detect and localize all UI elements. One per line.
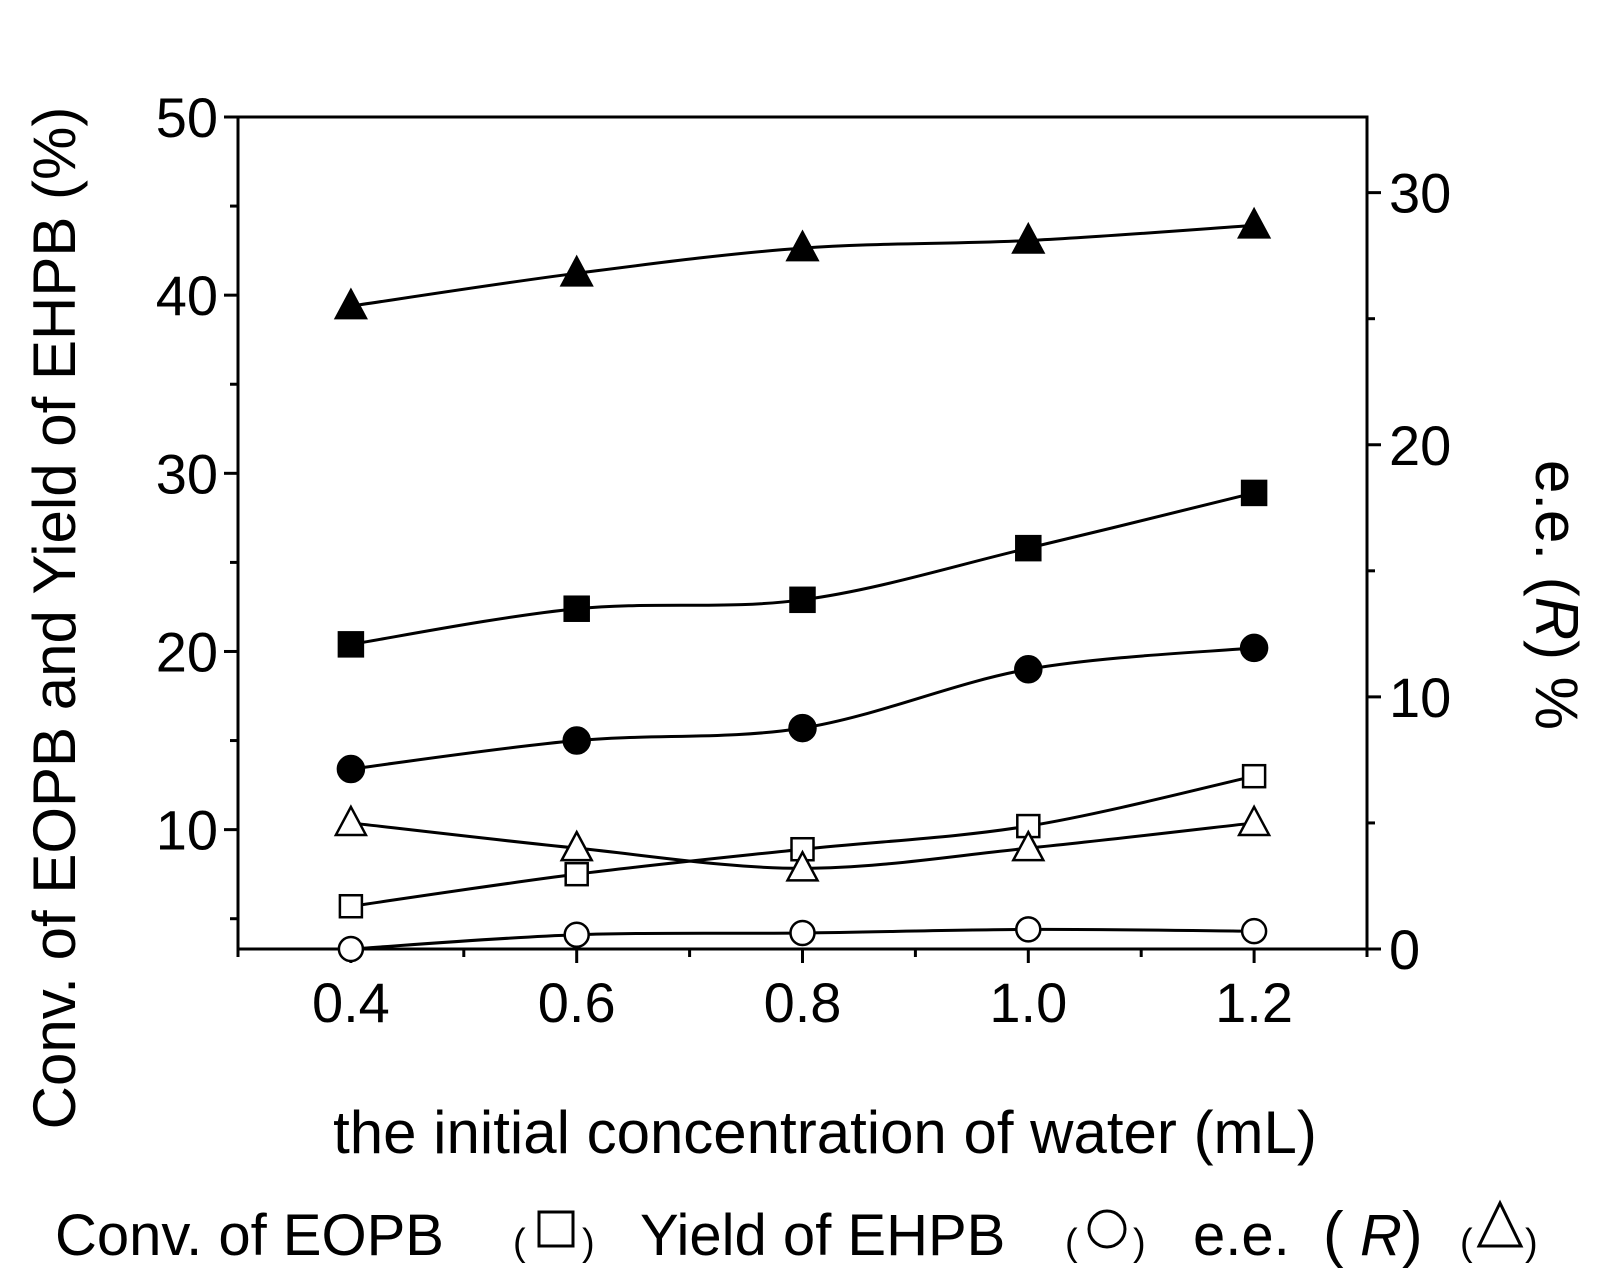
legend-label-ee-r: R xyxy=(1360,1203,1402,1268)
marker-square xyxy=(564,861,589,887)
legend-paren-open-1: ( xyxy=(513,1222,526,1264)
series-markers xyxy=(333,206,1272,963)
x-axis-title: the initial concentration of water (mL) xyxy=(333,1099,1317,1166)
y-right-tick-label: 30 xyxy=(1389,162,1451,225)
legend-circle-symbol xyxy=(1087,1209,1127,1249)
marker-square xyxy=(1015,534,1042,562)
marker-square xyxy=(338,893,364,919)
legend-label-ee: e.e. xyxy=(1193,1203,1290,1268)
y-right-tick-label: 0 xyxy=(1389,918,1420,981)
y-left-tick-label: 50 xyxy=(156,86,218,149)
marker-square xyxy=(789,586,816,614)
marker-circle xyxy=(1239,633,1269,663)
marker-square xyxy=(563,595,590,622)
marker-triangle xyxy=(1237,206,1272,239)
y-right-title-prefix: e.e. ( xyxy=(1523,460,1590,597)
x-tick-label: 0.6 xyxy=(538,971,616,1034)
marker-triangle xyxy=(559,829,594,862)
marker-triangle xyxy=(785,229,820,262)
axes: 0.4 0.6 0.8 1.0 1.2 10 20 30 40 50 0 10 20 30 xyxy=(156,86,1452,1034)
legend-square-symbol xyxy=(537,1210,575,1248)
marker-circle xyxy=(336,754,366,784)
y-right-tick-label: 10 xyxy=(1389,666,1451,729)
y-right-title-r: R xyxy=(1523,597,1590,640)
y-left-tick-label: 30 xyxy=(156,442,218,505)
series-line-1 xyxy=(350,491,1255,646)
marker-triangle xyxy=(785,849,820,882)
marker-circle xyxy=(1015,916,1042,943)
marker-circle xyxy=(1240,917,1268,945)
y-left-tick-label: 10 xyxy=(156,799,218,862)
marker-square xyxy=(1240,479,1268,507)
legend-paren-close-3: ) xyxy=(1402,1200,1423,1269)
y-left-axis-title: Conv. of EOPB and Yield of EHPB (%) xyxy=(21,107,88,1130)
marker-triangle xyxy=(333,804,368,837)
marker-circle xyxy=(789,919,816,947)
y-right-title-suffix: ) % xyxy=(1523,640,1590,730)
marker-circle xyxy=(1014,655,1043,684)
series-line-2 xyxy=(350,646,1255,771)
legend-paren-close-1: ) xyxy=(582,1222,595,1264)
legend-paren-open-4: ( xyxy=(1460,1222,1473,1264)
marker-triangle xyxy=(1237,804,1272,837)
marker-triangle xyxy=(333,287,368,320)
legend: Conv. of EOPB ( ) Yield of EHPB ( ) e.e.… xyxy=(55,1199,1538,1269)
marker-circle xyxy=(563,921,590,948)
x-tick-label: 0.4 xyxy=(312,971,390,1034)
legend-paren-close-4: ) xyxy=(1525,1222,1538,1264)
y-left-tick-label: 20 xyxy=(156,620,218,683)
marker-circle xyxy=(788,713,817,743)
legend-label-conv: Conv. of EOPB xyxy=(55,1203,444,1268)
x-tick-label: 0.8 xyxy=(764,971,842,1034)
legend-paren-open-2: ( xyxy=(1065,1222,1078,1264)
y-right-axis-title: e.e. (R) % xyxy=(1523,460,1590,730)
marker-triangle xyxy=(559,254,594,287)
legend-paren-open-3: ( xyxy=(1323,1200,1344,1269)
marker-circle xyxy=(562,726,591,755)
marker-circle xyxy=(337,935,365,963)
legend-label-yield: Yield of EHPB xyxy=(640,1203,1005,1268)
legend-triangle-symbol xyxy=(1476,1199,1524,1248)
x-tick-label: 1.0 xyxy=(989,971,1067,1034)
y-left-tick-label: 40 xyxy=(156,264,218,327)
y-right-tick-label: 20 xyxy=(1389,414,1451,477)
marker-square xyxy=(1241,763,1267,789)
marker-triangle xyxy=(1011,221,1046,254)
x-tick-label: 1.2 xyxy=(1215,971,1293,1034)
marker-triangle xyxy=(1011,829,1046,862)
legend-paren-close-2: ) xyxy=(1133,1222,1146,1264)
marker-square xyxy=(337,631,365,658)
